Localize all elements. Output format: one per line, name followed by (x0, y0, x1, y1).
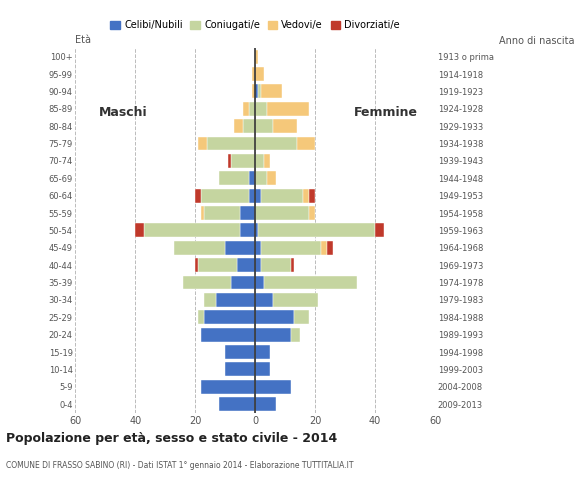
Bar (273, 293, 318, 307)
Text: Maschi: Maschi (99, 106, 148, 119)
Bar (255, 189, 261, 203)
Text: COMUNE DI FRASSO SABINO (RI) - Dati ISTAT 1° gennaio 2014 - Elaborazione TUTTITA: COMUNE DI FRASSO SABINO (RI) - Dati ISTA… (6, 461, 353, 470)
Bar (255, 328, 291, 342)
Bar (225, 241, 255, 255)
Bar (201, 189, 249, 203)
Bar (297, 137, 315, 151)
Bar (255, 258, 261, 272)
Bar (249, 189, 255, 203)
Bar (255, 102, 267, 116)
Bar (229, 154, 231, 168)
Bar (201, 380, 255, 394)
Bar (225, 345, 255, 359)
Bar (234, 119, 243, 133)
Text: Popolazione per età, sesso e stato civile - 2014: Popolazione per età, sesso e stato civil… (6, 432, 337, 445)
Bar (255, 397, 276, 411)
Bar (258, 224, 375, 237)
Bar (264, 276, 357, 289)
Bar (273, 119, 297, 133)
Bar (255, 50, 258, 64)
Bar (261, 84, 282, 98)
Bar (255, 206, 309, 220)
Legend: Celibi/Nubili, Coniugati/e, Vedovi/e, Divorziati/e: Celibi/Nubili, Coniugati/e, Vedovi/e, Di… (107, 16, 404, 34)
Bar (231, 276, 255, 289)
Bar (255, 380, 291, 394)
Bar (198, 310, 204, 324)
Bar (243, 102, 249, 116)
Bar (255, 67, 264, 81)
Bar (255, 154, 264, 168)
Bar (258, 84, 261, 98)
Bar (267, 171, 276, 185)
Text: Età: Età (75, 35, 92, 45)
Bar (255, 171, 267, 185)
Bar (183, 276, 231, 289)
Bar (144, 224, 240, 237)
Bar (195, 258, 198, 272)
Bar (204, 206, 240, 220)
Bar (249, 102, 255, 116)
Bar (252, 67, 255, 81)
Bar (207, 137, 255, 151)
Bar (255, 345, 270, 359)
Bar (255, 224, 258, 237)
Bar (267, 102, 309, 116)
Bar (321, 241, 327, 255)
Bar (195, 189, 201, 203)
Bar (198, 258, 237, 272)
Bar (327, 241, 333, 255)
Bar (255, 310, 294, 324)
Bar (216, 293, 255, 307)
Bar (261, 189, 303, 203)
Text: Femmine: Femmine (354, 106, 418, 119)
Bar (219, 397, 255, 411)
Bar (175, 241, 225, 255)
Bar (294, 310, 309, 324)
Bar (255, 293, 273, 307)
Bar (249, 171, 255, 185)
Bar (201, 206, 204, 220)
Bar (135, 224, 144, 237)
Bar (237, 258, 255, 272)
Bar (375, 224, 384, 237)
Bar (204, 310, 255, 324)
Bar (261, 258, 291, 272)
Bar (240, 224, 255, 237)
Bar (255, 241, 261, 255)
Bar (309, 189, 315, 203)
Text: Anno di nascita: Anno di nascita (499, 36, 574, 46)
Bar (264, 154, 270, 168)
Bar (255, 276, 264, 289)
Bar (291, 328, 300, 342)
Bar (303, 189, 309, 203)
Bar (255, 362, 270, 376)
Bar (219, 171, 249, 185)
Bar (252, 84, 255, 98)
Bar (255, 137, 297, 151)
Bar (198, 137, 207, 151)
Bar (261, 241, 321, 255)
Bar (204, 293, 216, 307)
Bar (225, 362, 255, 376)
Bar (240, 206, 255, 220)
Bar (309, 206, 315, 220)
Bar (291, 258, 294, 272)
Bar (243, 119, 255, 133)
Bar (255, 84, 258, 98)
Bar (201, 328, 255, 342)
Bar (231, 154, 255, 168)
Bar (255, 119, 273, 133)
